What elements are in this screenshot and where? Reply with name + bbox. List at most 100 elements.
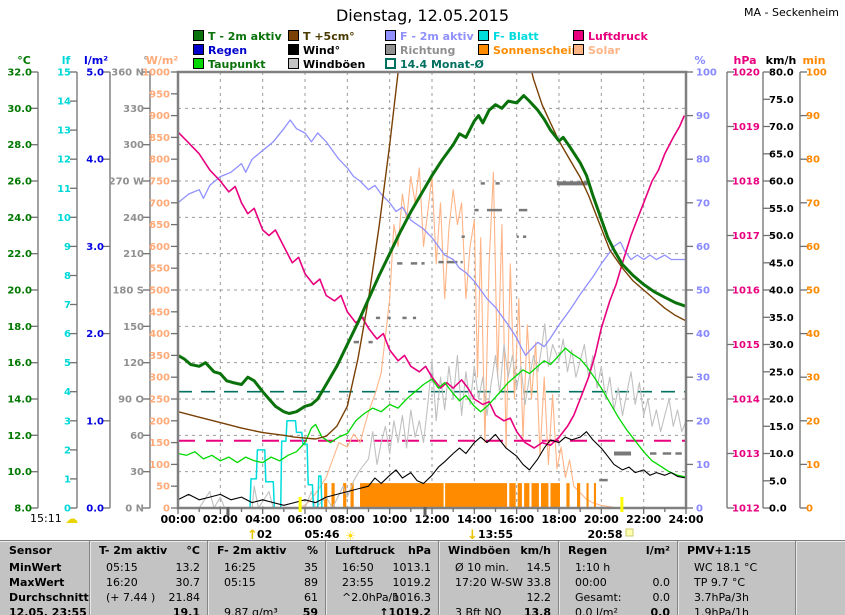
legend-swatch-icon [478,44,489,55]
svg-text:650: 650 [149,220,170,231]
svg-text:14.0: 14.0 [7,395,32,406]
table-column-luftdruck: Luftdruck hPa 16:50 1013.1 23:55 1019.2 ^2.… [325,541,439,615]
legend-swatch-icon [288,30,299,41]
legend-swatch-icon [288,58,299,69]
legend-label: Solar [588,44,621,57]
svg-text:50: 50 [156,482,170,493]
table-cell: 0.0 l/m² [568,606,618,615]
svg-text:60: 60 [130,431,144,442]
svg-text:1: 1 [64,474,71,485]
svg-text:70.0: 70.0 [769,122,794,133]
svg-text:270 W: 270 W [109,177,144,188]
svg-text:°: ° [143,54,149,67]
svg-text:10: 10 [806,460,820,471]
svg-text:00:00: 00:00 [160,513,195,526]
table-cell: 16:20 [99,576,138,589]
svg-text:13:55: 13:55 [478,528,513,540]
svg-text:24:00: 24:00 [668,513,703,526]
svg-text:950: 950 [149,89,170,100]
table-cell: ^2.0hPa/h [335,591,400,604]
svg-text:15: 15 [57,68,71,79]
table-cell: 9.87 g/m³ [217,606,278,615]
sunset-square-icon [625,528,634,537]
svg-text:100: 100 [149,460,170,471]
svg-text:3.0: 3.0 [86,242,104,253]
legend-item-regen: Regen [193,44,247,56]
axis-: 360 N 330 300 270 W 240 210 180 S 150 120 90 O 60 3… [109,54,151,515]
svg-text:20:00: 20:00 [584,513,619,526]
series-f-2m-aktiv [178,119,686,357]
svg-text:18.0: 18.0 [7,322,32,333]
axis-hPa: 1020 1019 1018 1017 1016 1015 1014 1013 1012 hPa [726,54,760,515]
svg-text:24.0: 24.0 [7,213,32,224]
svg-text:8: 8 [64,271,71,282]
legend-item-solar: Solar [573,44,620,56]
svg-text:1018: 1018 [732,177,760,188]
svg-text:55.0: 55.0 [769,204,794,215]
svg-text:350: 350 [149,351,170,362]
svg-text:10: 10 [57,213,71,224]
series-sonnenschein [324,483,596,508]
svg-text:60.0: 60.0 [769,177,794,188]
table-cell: TP 9.7 °C [687,576,746,589]
svg-text:1020: 1020 [732,68,760,79]
svg-text:40: 40 [806,329,820,340]
axis-lm: 5.0 4.0 3.0 2.0 1.0 0.0 l/m² [84,54,111,515]
svg-text:30.0: 30.0 [769,340,794,351]
table-column-f-2m-aktiv: F- 2m aktiv% 16:25 35 05:15 89 61 9.87 g/m³… [207,541,326,615]
page-title: Dienstag, 12.05.2015 [335,6,510,25]
svg-text:50.0: 50.0 [769,231,794,242]
table-header: Sensor [9,544,52,557]
legend-item-wind-: Wind° [288,44,340,56]
svg-text:180 S: 180 S [112,286,144,297]
table-cell: 35 [304,561,318,574]
legend-swatch-icon [573,44,584,55]
moon-tick [423,507,427,516]
legend-item-sonnenschein: Sonnenschein [478,44,579,56]
axis-Wm: 1000950900850800750700650600550500450400… [142,54,178,515]
legend-item-f-2m-aktiv: F - 2m aktiv [385,30,474,42]
svg-text:0: 0 [696,504,703,515]
svg-text:40.0: 40.0 [769,286,794,297]
legend-label: Richtung [400,44,456,57]
svg-text:10:00: 10:00 [372,513,407,526]
series-taupunkt [178,347,686,478]
svg-text:1000: 1000 [142,68,170,79]
svg-text:20: 20 [696,416,710,427]
svg-text:5.0: 5.0 [769,476,787,487]
legend-item-luftdruck: Luftdruck [573,30,648,42]
sunset-line [620,497,624,512]
svg-text:500: 500 [149,286,170,297]
table-cell: Durchschnitt [9,591,89,604]
sunrise-line [298,497,302,512]
svg-text:0.0: 0.0 [769,504,787,515]
table-cell: 05:15 [99,561,138,574]
legend-swatch-icon [385,44,396,55]
svg-text:35.0: 35.0 [769,313,794,324]
svg-text:2: 2 [64,445,71,456]
svg-text:30: 30 [130,467,144,478]
legend-label: T +5cm° [303,30,355,43]
table-cell: WC 18.1 °C [687,561,758,574]
legend-label: Wind° [303,44,341,57]
svg-text:8.0: 8.0 [14,504,32,515]
svg-text:l/m²: l/m² [84,54,108,67]
svg-text:22:00: 22:00 [626,513,661,526]
svg-text:02:00: 02:00 [203,513,238,526]
table-cell: 14.5 [526,561,552,574]
legend-item-taupunkt: Taupunkt [193,58,265,70]
table-cell: 0.0 [650,606,671,615]
series-t-2m-aktiv [178,94,686,415]
legend-label: 14.4 Monat-Ø [400,58,484,71]
table-header: PMV+1:15 [687,544,752,557]
chart-legend: T - 2m aktiv T +5cm° F - 2m aktiv F- Blatt L… [193,30,663,74]
table-cell: W-SW 33.8 [490,576,551,589]
svg-text:11: 11 [57,184,71,195]
table-cell: 16:50 [335,561,374,574]
svg-text:60: 60 [806,242,820,253]
svg-text:70: 70 [696,198,710,209]
series-richtung [353,128,682,482]
axis-kmh: 80.0 75.0 70.0 65.0 60.0 55.0 50.0 45.0 40.0 35.0… [762,54,796,515]
series-solar [300,167,619,508]
